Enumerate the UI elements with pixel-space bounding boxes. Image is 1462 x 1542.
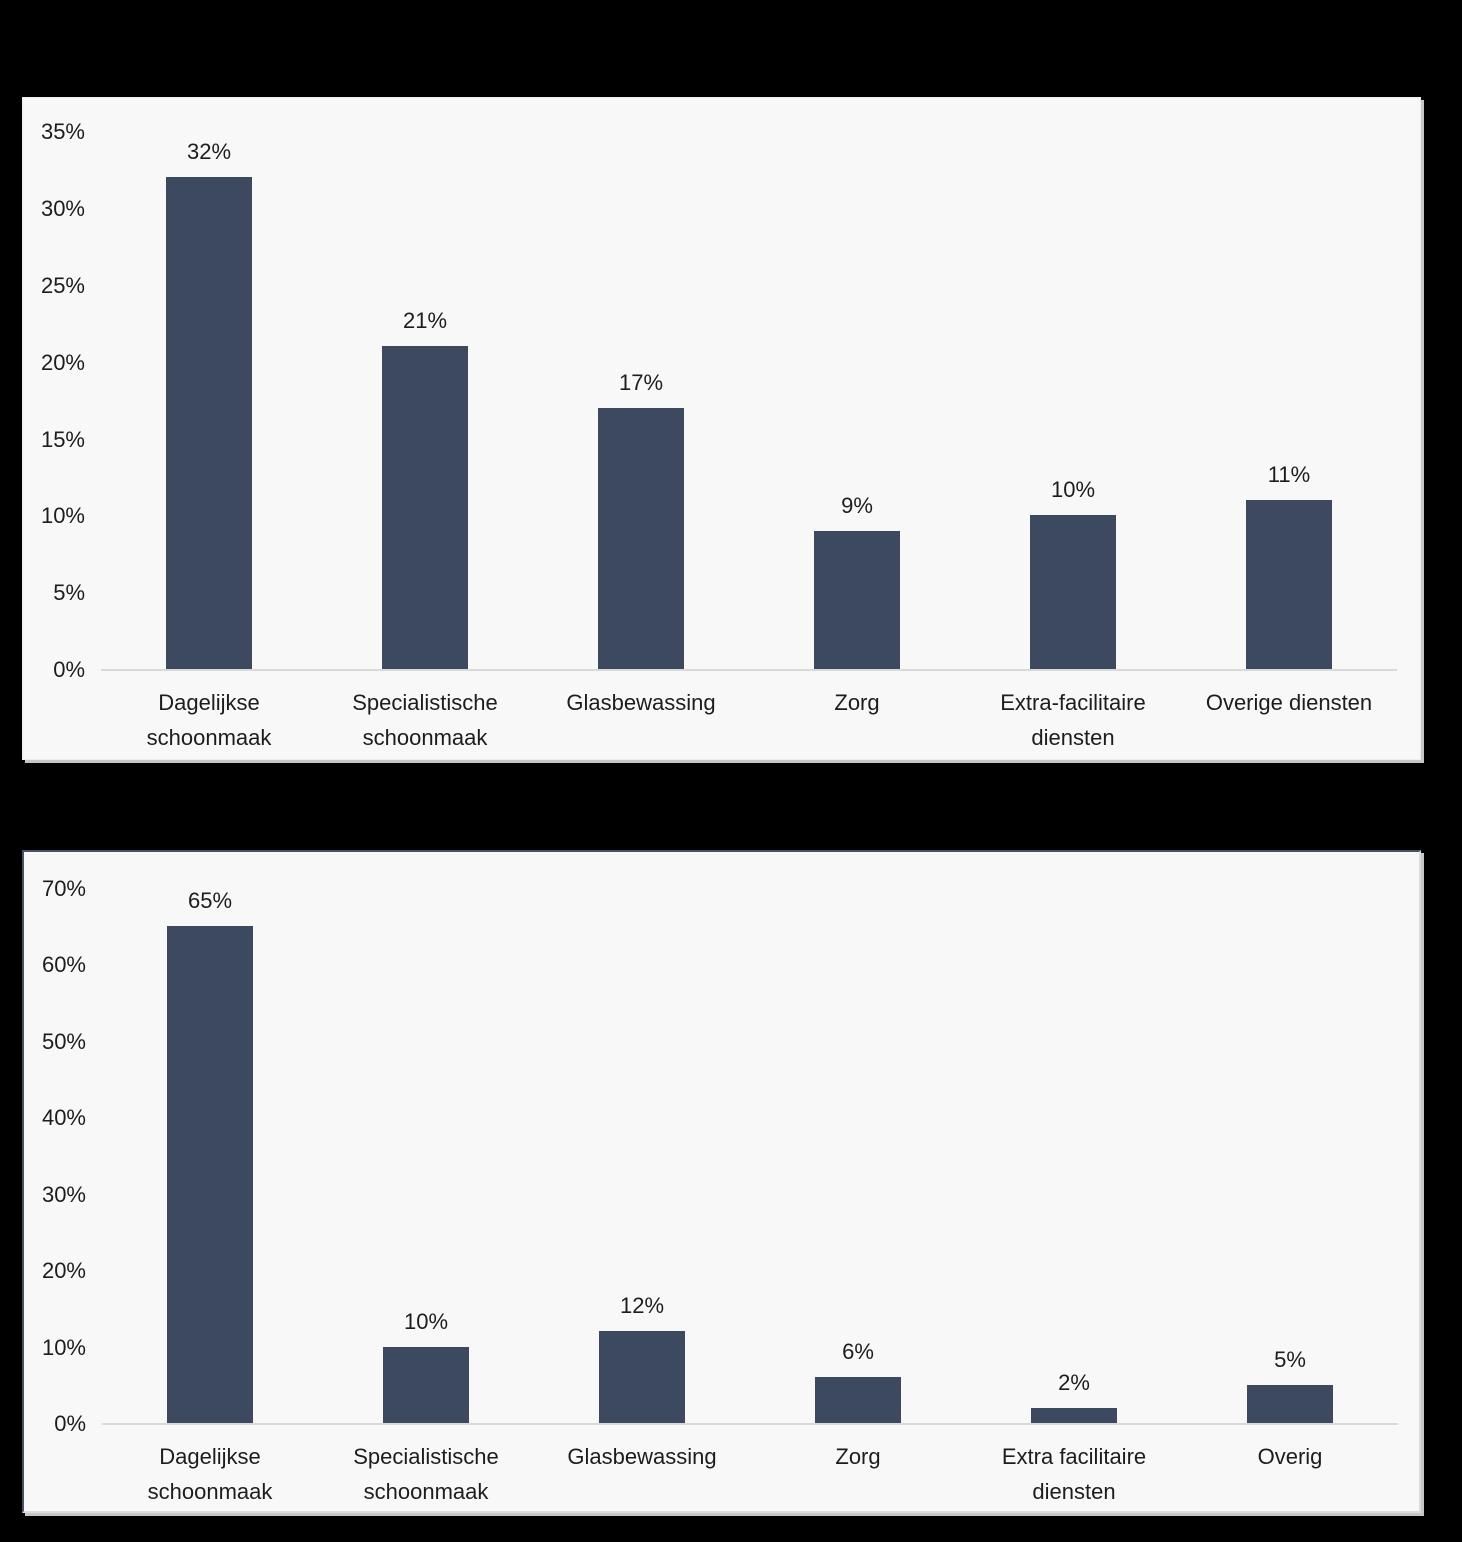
y-tick-label: 35% bbox=[40, 119, 85, 144]
bar bbox=[598, 408, 684, 669]
bar-value-label: 11% bbox=[1267, 462, 1311, 487]
category-label: Specialistische schoonmaak bbox=[353, 1444, 499, 1504]
bar-chart-panel-market-share-bottom: 0% 10% 20% 30% 40% 50% 60% 70% 65% Dagelijkse sch… bbox=[22, 850, 1421, 1513]
category-label: Zorg bbox=[835, 1444, 881, 1469]
bar bbox=[166, 177, 252, 669]
y-tick-label: 10% bbox=[41, 1335, 86, 1360]
category-label: Specialistische schoonmaak bbox=[352, 690, 498, 750]
bar-chart-panel-market-share-top: 0% 5% 10% 15% 20% 25% 30% 35% 32% Dagelijkse scho… bbox=[22, 97, 1421, 760]
bar bbox=[815, 1377, 901, 1423]
y-tick-label: 20% bbox=[41, 1258, 86, 1283]
bar-value-label: 6% bbox=[842, 1339, 874, 1364]
bar-value-label: 5% bbox=[1274, 1347, 1306, 1372]
x-axis-line bbox=[101, 669, 1397, 671]
bar-value-label: 10% bbox=[403, 1309, 449, 1334]
y-tick-label: 5% bbox=[53, 580, 85, 605]
bar-value-label: 65% bbox=[187, 888, 233, 913]
bar-value-label: 17% bbox=[618, 370, 664, 395]
category-label: Overige diensten bbox=[1205, 690, 1373, 715]
y-tick-label: 0% bbox=[54, 1411, 86, 1436]
category-label: Extra facilitaire diensten bbox=[1001, 1444, 1147, 1504]
bar bbox=[1030, 515, 1116, 669]
y-tick-label: 30% bbox=[40, 196, 85, 221]
category-label: Dagelijkse schoonmaak bbox=[147, 1444, 273, 1504]
bar-value-label: 2% bbox=[1058, 1370, 1090, 1395]
category-label: Zorg bbox=[834, 690, 880, 715]
category-label: Overig bbox=[1257, 1444, 1323, 1469]
y-tick-label: 20% bbox=[40, 350, 85, 375]
bar-value-label: 21% bbox=[402, 308, 448, 333]
y-tick-label: 25% bbox=[40, 273, 85, 298]
y-tick-label: 10% bbox=[40, 503, 85, 528]
category-label: Dagelijkse schoonmaak bbox=[146, 690, 272, 750]
bar bbox=[1031, 1408, 1117, 1423]
y-tick-label: 0% bbox=[53, 657, 85, 682]
bar-value-label: 10% bbox=[1050, 477, 1096, 502]
bar bbox=[814, 531, 900, 669]
category-label: Glasbewassing bbox=[567, 1444, 717, 1469]
bar bbox=[167, 926, 253, 1423]
bar bbox=[1246, 500, 1332, 669]
y-tick-label: 30% bbox=[41, 1182, 86, 1207]
category-label: Glasbewassing bbox=[566, 690, 716, 715]
bar-value-label: 12% bbox=[619, 1293, 665, 1318]
y-tick-label: 70% bbox=[41, 876, 86, 901]
x-axis-line bbox=[102, 1423, 1398, 1425]
y-tick-label: 15% bbox=[40, 427, 85, 452]
bar bbox=[599, 1331, 685, 1423]
bar bbox=[1247, 1385, 1333, 1423]
y-tick-label: 60% bbox=[41, 952, 86, 977]
bar bbox=[382, 346, 468, 669]
bar bbox=[383, 1347, 469, 1423]
y-tick-label: 40% bbox=[41, 1105, 86, 1130]
y-tick-label: 50% bbox=[41, 1029, 86, 1054]
bar-value-label: 32% bbox=[186, 139, 232, 164]
category-label: Extra-facilitaire diensten bbox=[1000, 690, 1146, 750]
bar-value-label: 9% bbox=[841, 493, 873, 518]
